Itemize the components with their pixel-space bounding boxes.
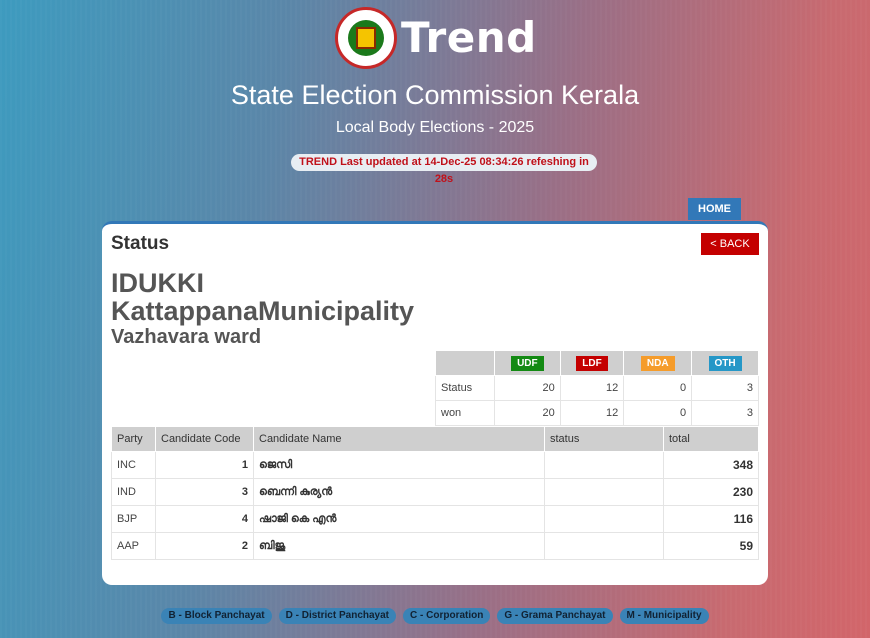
front-summary-table: UDF LDF NDA OTH Status 20 12 0 3 won 20 … — [435, 350, 759, 426]
legend-item-district-panchayat: D - District Panchayat — [278, 608, 397, 624]
candidate-name-cell: ഷാജി കെ എൻ — [253, 505, 545, 533]
update-status-badge: TREND Last updated at 14-Dec-25 08:34:26… — [291, 154, 597, 185]
nda-badge: NDA — [640, 355, 675, 371]
column-header-status: status — [544, 426, 664, 452]
front-header-udf: UDF — [494, 350, 561, 376]
party-cell: INC — [111, 451, 156, 479]
oth-badge: OTH — [708, 355, 742, 371]
party-cell: IND — [111, 478, 156, 506]
summary-row-label: Status — [435, 375, 495, 401]
front-header-nda: NDA — [623, 350, 693, 376]
column-header-candidate-code: Candidate Code — [155, 426, 254, 452]
candidate-name-cell: ബിജു — [253, 532, 545, 560]
election-commission-emblem-icon — [335, 7, 397, 69]
district-name: IDUKKI — [111, 268, 204, 298]
summary-row-status: Status 20 12 0 3 — [435, 375, 759, 401]
legend-item-block-panchayat: B - Block Panchayat — [161, 608, 272, 624]
total-cell: 348 — [663, 451, 759, 479]
summary-row-won: won 20 12 0 3 — [435, 400, 759, 426]
card-title: Status — [111, 233, 170, 254]
legend-item-municipality: M - Municipality — [619, 608, 709, 624]
candidate-name-cell: ജെസി — [253, 451, 545, 479]
ldf-badge: LDF — [576, 355, 608, 371]
candidate-code-cell: 3 — [155, 478, 254, 506]
column-header-party: Party — [111, 426, 156, 452]
brand-name: Trend — [401, 13, 537, 62]
table-row: BJP 4 ഷാജി കെ എൻ 116 — [111, 505, 759, 533]
brand-logo[interactable]: Trend — [335, 6, 537, 70]
status-card: Status < BACK IDUKKI KattappanaMunicipal… — [102, 221, 768, 585]
column-header-candidate-name: Candidate Name — [253, 426, 545, 452]
front-header-oth: OTH — [691, 350, 759, 376]
status-cell — [544, 505, 664, 533]
summary-value: 12 — [559, 375, 625, 401]
candidate-code-cell: 4 — [155, 505, 254, 533]
party-cell: AAP — [111, 532, 156, 560]
summary-corner-cell — [435, 350, 495, 376]
candidate-code-cell: 1 — [155, 451, 254, 479]
candidate-name-cell: ബെന്നി കുര്യൻ — [253, 478, 545, 506]
local-body-name: KattappanaMunicipality — [111, 296, 415, 326]
summary-value: 20 — [494, 375, 561, 401]
page-title: State Election Commission Kerala — [230, 80, 640, 110]
summary-value: 0 — [623, 375, 693, 401]
candidate-results-table: Party Candidate Code Candidate Name stat… — [111, 426, 759, 560]
column-header-total: total — [663, 426, 759, 452]
summary-value: 3 — [691, 375, 759, 401]
total-cell: 116 — [663, 505, 759, 533]
candidate-code-cell: 2 — [155, 532, 254, 560]
status-cell — [544, 451, 664, 479]
status-cell — [544, 532, 664, 560]
table-row: INC 1 ജെസി 348 — [111, 451, 759, 479]
home-button[interactable]: HOME — [688, 198, 741, 220]
legend-item-corporation: C - Corporation — [403, 608, 491, 624]
ward-name: Vazhavara ward — [111, 326, 262, 348]
total-cell: 59 — [663, 532, 759, 560]
front-header-ldf: LDF — [559, 350, 625, 376]
party-cell: BJP — [111, 505, 156, 533]
back-button[interactable]: < BACK — [701, 233, 759, 255]
table-row: AAP 2 ബിജു 59 — [111, 532, 759, 560]
body-type-legend: B - Block Panchayat D - District Panchay… — [0, 608, 870, 624]
summary-value: 12 — [559, 400, 625, 426]
summary-value: 0 — [623, 400, 693, 426]
status-cell — [544, 478, 664, 506]
total-cell: 230 — [663, 478, 759, 506]
summary-row-label: won — [435, 400, 495, 426]
summary-value: 3 — [691, 400, 759, 426]
legend-item-grama-panchayat: G - Grama Panchayat — [497, 608, 613, 624]
table-row: IND 3 ബെന്നി കുര്യൻ 230 — [111, 478, 759, 506]
udf-badge: UDF — [511, 355, 544, 371]
page-subtitle: Local Body Elections - 2025 — [335, 119, 535, 136]
summary-value: 20 — [494, 400, 561, 426]
